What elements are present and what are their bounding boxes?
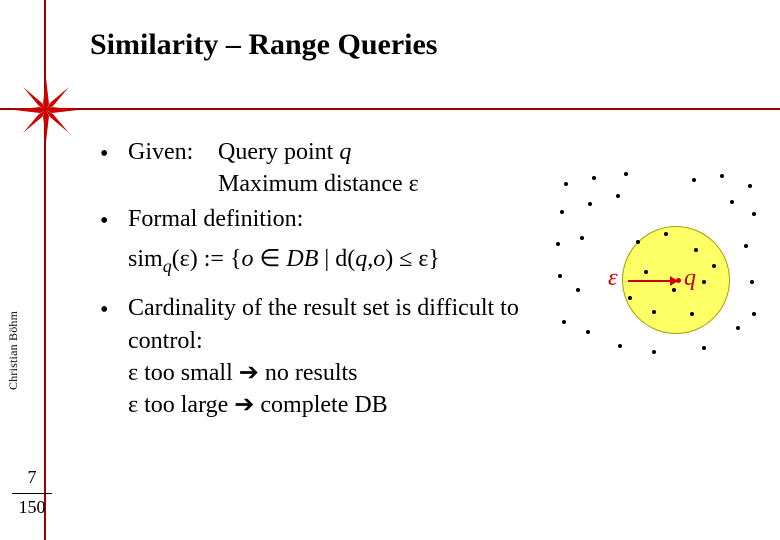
data-point <box>644 270 648 274</box>
data-point <box>616 194 620 198</box>
data-point <box>730 200 734 204</box>
bullet-cardinality: Cardinality of the result set is difficu… <box>128 292 530 422</box>
bullet-marker: • <box>100 203 128 237</box>
data-point <box>712 264 716 268</box>
q-point <box>676 278 681 283</box>
data-point <box>560 210 564 214</box>
q-label: q <box>684 265 696 292</box>
given-line1: Query point q <box>218 136 351 168</box>
data-point <box>750 280 754 284</box>
page-total: 150 <box>14 497 50 518</box>
data-point <box>564 182 568 186</box>
star-icon <box>14 78 78 142</box>
data-point <box>592 176 596 180</box>
data-point <box>580 236 584 240</box>
given-line2: Maximum distance ε <box>218 168 419 200</box>
data-point <box>618 344 622 348</box>
data-point <box>664 232 668 236</box>
page-title: Similarity – Range Queries <box>90 28 437 62</box>
data-point <box>558 274 562 278</box>
page-divider <box>12 493 52 494</box>
data-point <box>628 296 632 300</box>
data-point <box>586 330 590 334</box>
data-point <box>652 350 656 354</box>
data-point <box>720 174 724 178</box>
data-point <box>752 212 756 216</box>
epsilon-label: ε <box>608 265 617 292</box>
data-point <box>702 280 706 284</box>
data-point <box>652 310 656 314</box>
data-point <box>636 240 640 244</box>
data-point <box>736 326 740 330</box>
bullet-given: Given: Query point q Maximum distance ε <box>128 136 530 201</box>
data-point <box>556 242 560 246</box>
data-point <box>588 202 592 206</box>
data-point <box>752 312 756 316</box>
content-block: • Given: Query point q Maximum distance … <box>100 136 530 424</box>
data-point <box>748 184 752 188</box>
data-point <box>702 346 706 350</box>
data-point <box>692 178 696 182</box>
data-point <box>690 312 694 316</box>
author-label: Christian Böhm <box>6 311 21 390</box>
bullet-formal: Formal definition: <box>128 203 530 237</box>
data-point <box>694 248 698 252</box>
horizontal-rule <box>0 108 780 110</box>
bullet-marker: • <box>100 136 128 201</box>
data-point <box>562 320 566 324</box>
page-number: 7 <box>20 467 44 488</box>
data-point <box>672 288 676 292</box>
range-query-diagram: ε q <box>552 170 758 356</box>
data-point <box>576 288 580 292</box>
given-label: Given: <box>128 136 218 168</box>
data-point <box>744 244 748 248</box>
formula: simq(ε) := {o ∈ DB | d(q,o) ≤ ε} <box>128 243 530 278</box>
bullet-marker: • <box>100 292 128 422</box>
data-point <box>624 172 628 176</box>
epsilon-arrow <box>628 280 672 282</box>
